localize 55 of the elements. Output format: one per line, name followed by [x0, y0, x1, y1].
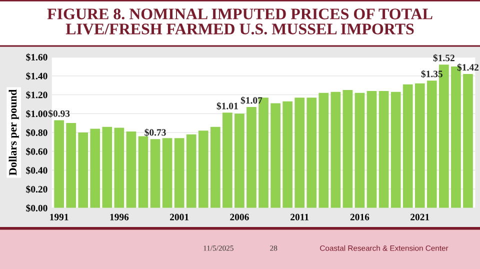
- chart-title: FIGURE 8. NOMINAL IMPUTED PRICES OF TOTAL LIVE/FRESH FARMED U.S. MUSSEL IMPORTS: [47, 8, 432, 34]
- y-tick-label: $0.40: [26, 166, 48, 174]
- bar: [150, 139, 160, 208]
- bar: [306, 98, 317, 208]
- bar: [234, 114, 244, 208]
- data-label: $1.42: [457, 64, 479, 72]
- y-tick-label: $0.60: [26, 148, 48, 156]
- bar: [354, 92, 365, 208]
- y-tick-label: $0.80: [26, 128, 48, 137]
- bar: [54, 120, 64, 208]
- bar: [270, 103, 280, 208]
- data-label: $0.73: [144, 128, 166, 136]
- bar: [246, 107, 256, 208]
- bar: [330, 92, 341, 208]
- y-tick-label: $1.00: [26, 110, 48, 118]
- bar: [78, 132, 88, 208]
- bar: [342, 90, 353, 208]
- x-tick-label: 1996: [110, 214, 129, 220]
- bar: [402, 84, 413, 208]
- x-tick-label: 2001: [170, 214, 189, 220]
- bar: [294, 98, 305, 208]
- bar: [318, 92, 329, 208]
- bar: [126, 132, 136, 208]
- bar: [198, 130, 208, 208]
- bar: [366, 90, 377, 208]
- y-tick-label: $0.20: [26, 185, 48, 194]
- y-tick-label: $0.00: [26, 204, 48, 212]
- x-tick-label: 2006: [230, 214, 249, 220]
- y-tick-label: $1.20: [26, 91, 48, 99]
- y-axis-title: Dollars per pound: [8, 89, 19, 176]
- x-tick-label: 2016: [350, 214, 370, 220]
- bar: [66, 123, 76, 208]
- bar: [186, 134, 196, 208]
- data-label: $0.93: [48, 110, 70, 118]
- data-label: $1.52: [433, 54, 454, 62]
- bar: [102, 126, 112, 208]
- y-tick-label: $1.60: [26, 53, 48, 62]
- data-label: $1.01: [216, 102, 238, 110]
- bar: [378, 90, 389, 208]
- bar: [463, 74, 473, 208]
- bar: [174, 138, 184, 208]
- bar: [282, 101, 293, 208]
- bar: [222, 112, 232, 208]
- bar: [114, 128, 124, 208]
- bar: [138, 136, 148, 208]
- x-tick-label: 1991: [50, 214, 68, 220]
- bar: [390, 92, 401, 208]
- bar: [210, 126, 220, 208]
- bar: [90, 128, 100, 208]
- bar: [426, 80, 437, 208]
- x-tick-label: 2021: [410, 214, 430, 220]
- y-tick-label: $1.40: [26, 72, 48, 80]
- bar: [414, 83, 425, 208]
- x-tick-label: 2011: [290, 214, 309, 220]
- bar: [162, 138, 172, 208]
